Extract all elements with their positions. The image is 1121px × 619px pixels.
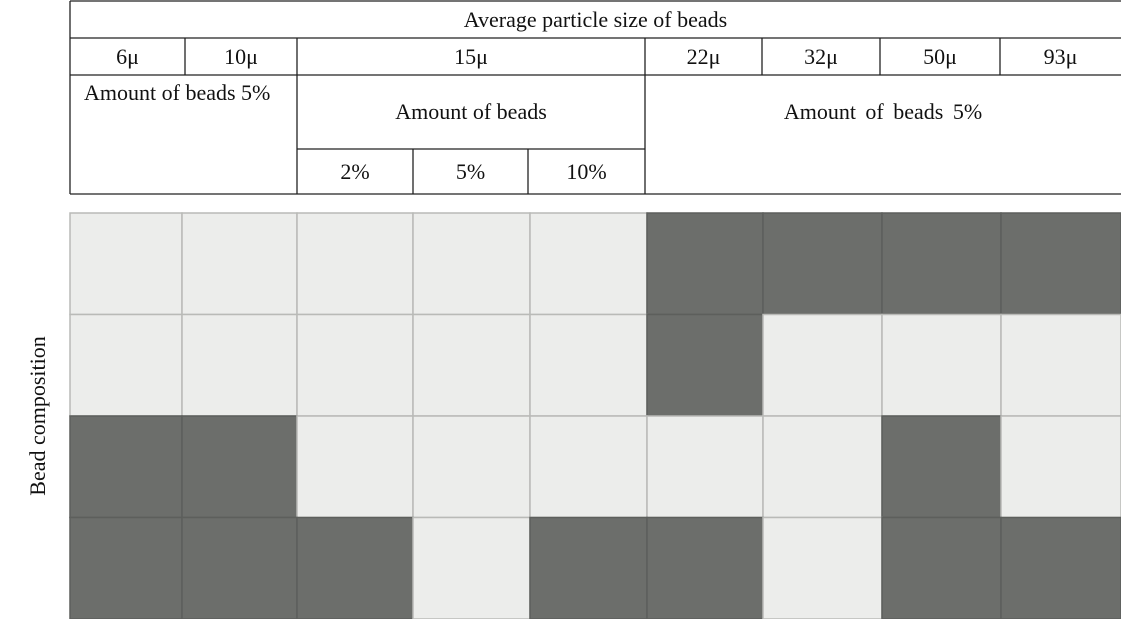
tile bbox=[647, 416, 763, 518]
tile bbox=[413, 213, 530, 315]
tile bbox=[647, 518, 763, 619]
tile bbox=[413, 518, 530, 619]
tile bbox=[70, 518, 182, 619]
tile bbox=[1001, 416, 1121, 518]
tile bbox=[530, 518, 647, 619]
tile bbox=[182, 518, 297, 619]
size: 15μ bbox=[297, 38, 645, 75]
tile bbox=[1001, 315, 1121, 417]
tile bbox=[647, 213, 763, 315]
tile bbox=[763, 213, 882, 315]
tile bbox=[1001, 213, 1121, 315]
tile bbox=[530, 315, 647, 417]
tile bbox=[882, 518, 1001, 619]
tile bbox=[530, 213, 647, 315]
tile bbox=[530, 416, 647, 518]
tile bbox=[297, 213, 413, 315]
amount-label: Amount of beads 5% bbox=[645, 75, 1121, 149]
side-label: Bead composition bbox=[25, 336, 50, 495]
tile bbox=[413, 416, 530, 518]
tile bbox=[882, 213, 1001, 315]
amount-label: Amount of beads 5% bbox=[84, 80, 284, 136]
size: 10μ bbox=[185, 38, 297, 75]
tile bbox=[1001, 518, 1121, 619]
photo bbox=[70, 213, 1121, 619]
tile bbox=[297, 416, 413, 518]
header-title: Average particle size of beads bbox=[70, 1, 1121, 38]
amount: 10% bbox=[528, 149, 645, 194]
tile bbox=[647, 315, 763, 417]
amount-label: Amount of beads bbox=[297, 75, 645, 149]
amount: 5% bbox=[413, 149, 528, 194]
tile bbox=[297, 315, 413, 417]
tile bbox=[882, 315, 1001, 417]
tile bbox=[763, 416, 882, 518]
size: 50μ bbox=[880, 38, 1000, 75]
tile bbox=[413, 315, 530, 417]
tile bbox=[182, 315, 297, 417]
size: 93μ bbox=[1000, 38, 1121, 75]
tile bbox=[70, 315, 182, 417]
size: 22μ bbox=[645, 38, 762, 75]
tile bbox=[882, 416, 1001, 518]
tile bbox=[763, 315, 882, 417]
size: 6μ bbox=[70, 38, 185, 75]
tile bbox=[182, 213, 297, 315]
page: Bead composition Average particle size o… bbox=[0, 0, 1121, 619]
tile bbox=[70, 416, 182, 518]
tile bbox=[297, 518, 413, 619]
tile bbox=[70, 213, 182, 315]
size: 32μ bbox=[762, 38, 880, 75]
tile bbox=[182, 416, 297, 518]
tile bbox=[763, 518, 882, 619]
amount: 2% bbox=[297, 149, 413, 194]
